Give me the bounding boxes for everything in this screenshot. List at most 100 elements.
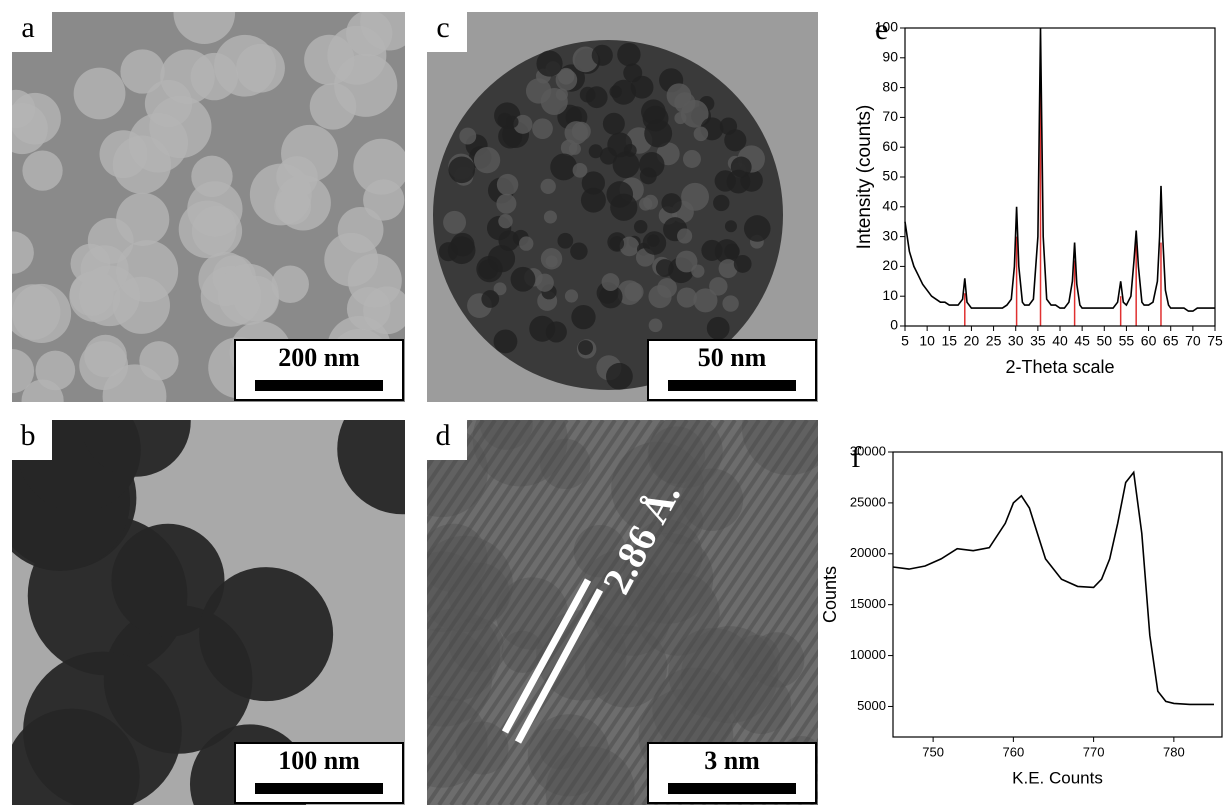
x-tick-label: 45 [1074,333,1090,349]
data-line [905,28,1215,311]
x-tick-label: 40 [1052,333,1068,349]
grain [713,195,729,211]
grain [661,193,681,213]
grain [474,147,500,173]
grain [607,132,632,157]
particle [281,125,338,182]
panel-label: a [21,11,34,44]
x-tick-label: 50 [1096,333,1112,349]
grain [586,86,608,108]
grain [731,157,752,178]
grain [603,113,625,135]
grain [494,329,518,353]
grain [570,242,587,259]
particle [199,567,333,701]
x-tick-label: 15 [941,333,957,349]
grain [644,120,672,148]
lattice-fringe [859,420,1119,805]
y-tick-label: 20000 [850,545,886,560]
panel-label: e [875,13,888,46]
particle [363,286,411,334]
grain [532,118,553,139]
particle [363,179,404,220]
y-tick-label: 10000 [850,647,886,662]
particle [22,151,62,191]
grain [683,150,701,168]
x-tick-label: 750 [922,744,944,759]
y-axis-title: Counts [820,566,840,623]
grain [725,220,737,232]
grain [498,214,512,228]
grain [565,289,578,302]
grain [557,233,573,249]
grain [722,295,738,311]
grain [459,128,476,145]
x-tick-label: 780 [1163,744,1185,759]
y-tick-label: 30 [882,227,898,243]
particle [12,284,71,343]
grain [569,143,581,155]
grain [617,43,640,66]
grain [529,316,555,342]
x-tick-label: 760 [1003,744,1025,759]
particle [218,264,279,325]
grain [624,282,643,301]
y-tick-label: 40 [882,198,898,214]
particle [334,54,397,117]
grain [544,210,557,223]
grain [550,154,577,181]
grain [439,242,458,261]
grain [448,156,475,183]
grain [639,152,665,178]
y-tick-label: 0 [890,317,898,333]
x-tick-label: 75 [1207,333,1223,349]
grain [481,290,499,308]
y-tick-label: 10 [882,287,898,303]
grain [677,228,692,243]
grain [693,288,717,312]
y-tick-label: 5000 [857,698,886,713]
scale-bar [255,783,383,794]
scale-bar-label: 200 nm [278,343,360,372]
y-tick-label: 60 [882,138,898,154]
scale-bar [255,380,383,391]
particle [81,245,129,293]
panel-label: d [436,419,451,452]
grain [571,305,595,329]
y-tick-label: 25000 [850,494,886,509]
scale-bar-label: 100 nm [278,746,360,775]
grain [506,116,519,129]
grain [476,256,502,282]
grain [701,240,722,261]
grain [656,259,674,277]
y-tick-label: 50 [882,168,898,184]
x-tick-label: 10 [919,333,935,349]
grain [674,112,686,124]
x-tick-label: 65 [1163,333,1179,349]
grain [519,236,533,250]
grain [578,340,593,355]
scale-bar-label: 3 nm [704,746,760,775]
grain [694,127,709,142]
grain [496,194,516,214]
grain [610,236,624,250]
grain [573,163,588,178]
grain [744,215,771,242]
particle [214,35,276,97]
x-tick-label: 55 [1119,333,1135,349]
lattice-fringe [823,420,1083,805]
x-axis-title: K.E. Counts [1012,768,1103,787]
panel-label: c [436,11,449,44]
grain [647,234,659,246]
grain [681,183,709,211]
plot-frame [905,28,1215,326]
data-line [893,472,1214,704]
x-tick-label: 60 [1141,333,1157,349]
x-axis-title: 2-Theta scale [1005,357,1114,377]
x-tick-label: 770 [1083,744,1105,759]
grain [572,122,591,141]
x-tick-label: 25 [986,333,1002,349]
particle [103,364,167,428]
grain [592,45,613,66]
grain [546,255,558,267]
